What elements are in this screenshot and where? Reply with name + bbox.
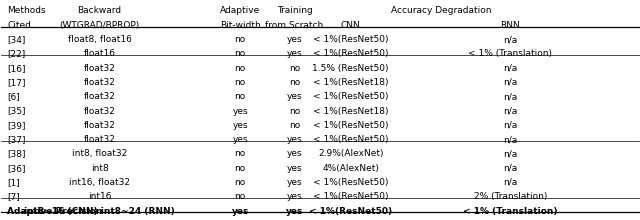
Text: Accuracy Degradation: Accuracy Degradation bbox=[391, 6, 492, 15]
Text: 4%(AlexNet): 4%(AlexNet) bbox=[322, 164, 379, 173]
Text: no: no bbox=[289, 64, 300, 73]
Text: 2.9%(AlexNet): 2.9%(AlexNet) bbox=[318, 149, 383, 158]
Text: no: no bbox=[234, 149, 246, 158]
Text: no: no bbox=[234, 49, 246, 58]
Text: n/a: n/a bbox=[503, 135, 517, 144]
Text: int8, float32: int8, float32 bbox=[72, 149, 127, 158]
Text: [6]: [6] bbox=[7, 92, 20, 101]
Text: float8, float16: float8, float16 bbox=[68, 35, 132, 44]
Text: yes: yes bbox=[232, 207, 249, 216]
Text: yes: yes bbox=[287, 92, 302, 101]
Text: [16]: [16] bbox=[7, 64, 26, 73]
Text: [39]: [39] bbox=[7, 121, 26, 130]
Text: RNN: RNN bbox=[500, 21, 520, 30]
Text: float32: float32 bbox=[84, 135, 116, 144]
Text: yes: yes bbox=[287, 49, 302, 58]
Text: [17]: [17] bbox=[7, 78, 26, 87]
Text: no: no bbox=[234, 178, 246, 187]
Text: < 1%(ResNet50): < 1%(ResNet50) bbox=[313, 35, 388, 44]
Text: CNN: CNN bbox=[340, 21, 360, 30]
Text: 2% (Translation): 2% (Translation) bbox=[474, 192, 547, 201]
Text: no: no bbox=[289, 106, 300, 116]
Text: no: no bbox=[234, 35, 246, 44]
Text: no: no bbox=[234, 164, 246, 173]
Text: no: no bbox=[289, 121, 300, 130]
Text: [37]: [37] bbox=[7, 135, 26, 144]
Text: yes: yes bbox=[287, 164, 302, 173]
Text: [38]: [38] bbox=[7, 149, 26, 158]
Text: [35]: [35] bbox=[7, 106, 26, 116]
Text: yes: yes bbox=[287, 192, 302, 201]
Text: < 1%(ResNet18): < 1%(ResNet18) bbox=[313, 78, 388, 87]
Text: n/a: n/a bbox=[503, 121, 517, 130]
Text: float32: float32 bbox=[84, 78, 116, 87]
Text: from Scratch: from Scratch bbox=[266, 21, 324, 30]
Text: [7]: [7] bbox=[7, 192, 20, 201]
Text: < 1% (Translation): < 1% (Translation) bbox=[463, 207, 557, 216]
Text: int16, float32: int16, float32 bbox=[69, 178, 130, 187]
Text: n/a: n/a bbox=[503, 78, 517, 87]
Text: float32: float32 bbox=[84, 64, 116, 73]
Text: Backward: Backward bbox=[77, 6, 122, 15]
Text: yes: yes bbox=[287, 35, 302, 44]
Text: < 1%(ResNet50): < 1%(ResNet50) bbox=[313, 192, 388, 201]
Text: Cited: Cited bbox=[7, 21, 31, 30]
Text: n/a: n/a bbox=[503, 64, 517, 73]
Text: yes: yes bbox=[232, 106, 248, 116]
Text: Training: Training bbox=[276, 6, 312, 15]
Text: n/a: n/a bbox=[503, 35, 517, 44]
Text: no: no bbox=[234, 92, 246, 101]
Text: < 1%(ResNet50): < 1%(ResNet50) bbox=[313, 178, 388, 187]
Text: n/a: n/a bbox=[503, 92, 517, 101]
Text: < 1%(ResNet50): < 1%(ResNet50) bbox=[313, 121, 388, 130]
Text: < 1%(ResNet50): < 1%(ResNet50) bbox=[313, 135, 388, 144]
Text: [22]: [22] bbox=[7, 49, 26, 58]
Text: yes: yes bbox=[232, 121, 248, 130]
Text: (WTGRAD/BPROP): (WTGRAD/BPROP) bbox=[60, 21, 140, 30]
Text: Adaptive: Adaptive bbox=[220, 6, 260, 15]
Text: yes: yes bbox=[287, 149, 302, 158]
Text: yes: yes bbox=[286, 207, 303, 216]
Text: int8: int8 bbox=[91, 164, 109, 173]
Text: Bit-width: Bit-width bbox=[220, 21, 260, 30]
Text: Methods: Methods bbox=[7, 6, 45, 15]
Text: int8~16 (CNN) int8~24 (RNN): int8~16 (CNN) int8~24 (RNN) bbox=[24, 207, 175, 216]
Text: yes: yes bbox=[287, 178, 302, 187]
Text: < 1%(ResNet50): < 1%(ResNet50) bbox=[313, 92, 388, 101]
Text: [36]: [36] bbox=[7, 164, 26, 173]
Text: < 1%(ResNet18): < 1%(ResNet18) bbox=[313, 106, 388, 116]
Text: < 1%(ResNet50): < 1%(ResNet50) bbox=[309, 207, 392, 216]
Text: < 1% (Translation): < 1% (Translation) bbox=[468, 49, 552, 58]
Text: no: no bbox=[234, 64, 246, 73]
Text: yes: yes bbox=[287, 135, 302, 144]
Text: int16: int16 bbox=[88, 192, 111, 201]
Text: [1]: [1] bbox=[7, 178, 20, 187]
Text: float32: float32 bbox=[84, 121, 116, 130]
Text: float16: float16 bbox=[84, 49, 116, 58]
Text: no: no bbox=[234, 78, 246, 87]
Text: no: no bbox=[289, 78, 300, 87]
Text: n/a: n/a bbox=[503, 149, 517, 158]
Text: n/a: n/a bbox=[503, 178, 517, 187]
Text: no: no bbox=[234, 192, 246, 201]
Text: 1.5% (ResNet50): 1.5% (ResNet50) bbox=[312, 64, 389, 73]
Text: float32: float32 bbox=[84, 92, 116, 101]
Text: n/a: n/a bbox=[503, 106, 517, 116]
Text: n/a: n/a bbox=[503, 164, 517, 173]
Text: yes: yes bbox=[232, 135, 248, 144]
Text: [34]: [34] bbox=[7, 35, 26, 44]
Text: < 1%(ResNet50): < 1%(ResNet50) bbox=[313, 49, 388, 58]
Text: Adaptive Precision: Adaptive Precision bbox=[7, 207, 102, 216]
Text: float32: float32 bbox=[84, 106, 116, 116]
